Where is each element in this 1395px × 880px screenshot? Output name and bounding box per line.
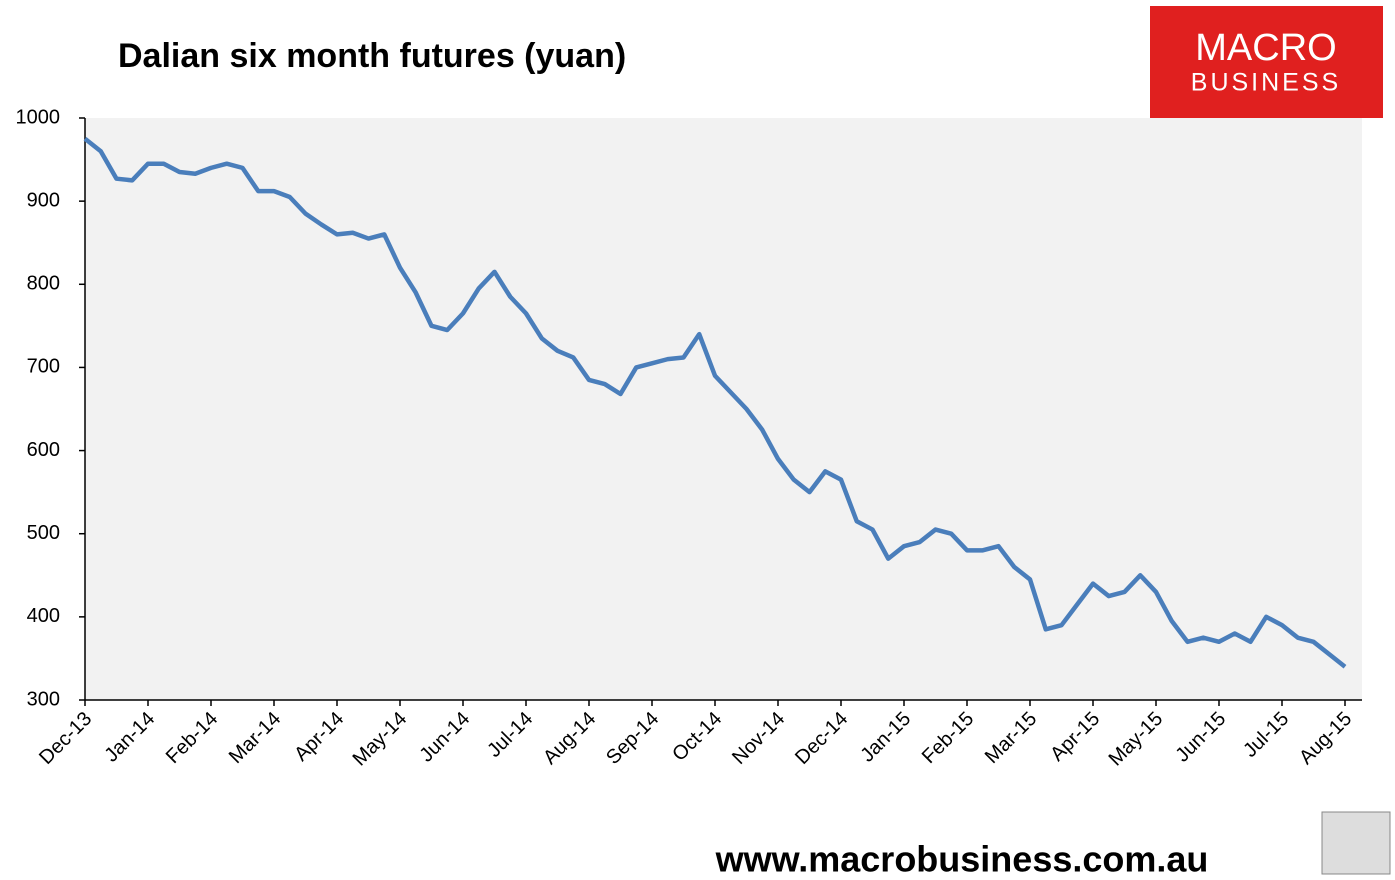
y-tick-label: 400: [27, 605, 60, 627]
x-tick-label: Jan-14: [100, 708, 159, 767]
y-tick-label: 900: [27, 189, 60, 211]
y-tick-label: 800: [27, 273, 60, 295]
x-tick-label: Jan-15: [856, 708, 915, 767]
logo-text: BUSINESS: [1191, 69, 1341, 97]
x-tick-label: Aug-14: [539, 708, 600, 769]
plot-area: [85, 118, 1362, 700]
fox-icon: [1321, 811, 1391, 875]
x-tick-label: Jun-14: [415, 708, 474, 767]
x-tick-label: May-15: [1105, 708, 1168, 771]
x-tick-label: Jul-15: [1239, 708, 1293, 762]
x-tick-label: Nov-14: [728, 708, 789, 769]
x-tick-label: Apr-15: [1046, 708, 1104, 766]
x-tick-label: Feb-15: [918, 708, 978, 768]
x-tick-label: May-14: [349, 708, 412, 771]
chart-title: Dalian six month futures (yuan): [118, 37, 626, 75]
x-tick-label: Dec-13: [35, 708, 96, 769]
x-tick-label: Mar-14: [225, 708, 285, 768]
x-tick-label: Feb-14: [162, 708, 222, 768]
logo-text: MACRO: [1195, 27, 1336, 69]
x-tick-label: Sep-14: [602, 708, 663, 769]
y-tick-label: 1000: [16, 106, 61, 128]
x-tick-label: Apr-14: [290, 708, 348, 766]
y-tick-label: 600: [27, 439, 60, 461]
footer-url: www.macrobusiness.com.au: [715, 839, 1209, 880]
data-line: [83, 137, 1347, 669]
x-tick-label: Oct-14: [668, 708, 726, 766]
y-tick-label: 300: [27, 688, 60, 710]
y-tick-label: 500: [27, 522, 60, 544]
x-tick-label: Mar-15: [981, 708, 1041, 768]
y-tick-label: 700: [27, 356, 60, 378]
x-tick-label: Dec-14: [791, 708, 852, 769]
x-tick-label: Aug-15: [1295, 708, 1356, 769]
logo-box: [1150, 6, 1383, 118]
x-tick-label: Jun-15: [1171, 708, 1230, 767]
x-tick-label: Jul-14: [483, 708, 537, 762]
